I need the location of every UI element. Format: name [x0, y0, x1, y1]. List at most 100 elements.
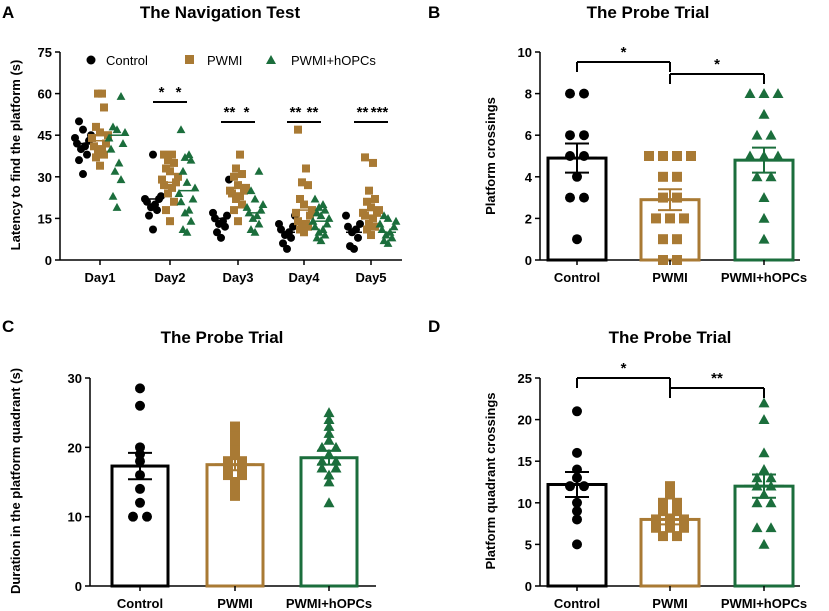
panel-a-point-Day2-PWMI-4 [168, 183, 176, 192]
panel-b-point-PWMI+hOPCs-10 [758, 108, 770, 119]
panel-a-point-Day1-Control-7 [71, 133, 79, 142]
panel-a-point-Day2-PWMI-13 [168, 150, 176, 159]
panel-a-ytick-label-45: 45 [38, 128, 52, 143]
panel-a-point-Day2-PWMI+hOPCs-11 [186, 155, 196, 164]
panel-a-point-Day3-PWMI+hOPCs-11 [254, 166, 264, 175]
panel-a-point-Day4-PWMI+hOPCs-4 [318, 225, 328, 234]
panel-b-ytick-label-0: 0 [525, 253, 532, 268]
panel-a-point-Day1-Control-2 [83, 150, 91, 159]
panel-d-point-PWMI-5 [651, 514, 661, 525]
panel-d-point-PWMI-0 [658, 531, 668, 542]
panel-b-point-PWMI-3 [672, 234, 682, 245]
panel-a-point-Day2-Control-0 [149, 225, 157, 234]
panel-b-point-PWMI-10 [672, 171, 682, 182]
panel-a-sig-Day2-1-label: * [176, 84, 182, 101]
panel-a-point-Day4-PWMI+hOPCs-3 [314, 227, 324, 236]
panel-d-point-PWMI+hOPCs-9 [765, 472, 777, 483]
panel-a-point-Day4-PWMI-5 [294, 217, 302, 226]
panel-c-point-PWMI-7 [223, 456, 233, 467]
panel-b-point-PWMI+hOPCs-3 [751, 171, 763, 182]
panel-b-point-PWMI+hOPCs-7 [772, 150, 784, 161]
panel-a-point-Day5-Control-6 [356, 219, 364, 228]
panel-a-point-Day1-Control-4 [81, 142, 89, 151]
panel-d-point-Control-0 [572, 539, 582, 550]
panel-a-point-Day2-PWMI+hOPCs-0 [182, 227, 192, 236]
panel-a-point-Day5-PWMI-1 [363, 225, 371, 234]
panel-a-point-Day4-PWMI+hOPCs-13 [318, 200, 328, 209]
panel-c-point-PWMI-6 [237, 463, 247, 474]
panel-c-title: The Probe Trial [161, 328, 284, 347]
panel-a-point-Day4-PWMI+hOPCs-14 [310, 194, 320, 203]
legend-hopcs-label: PWMI+hOPCs [291, 53, 376, 68]
panel-a-point-Day5-PWMI-13 [369, 158, 377, 167]
panel-a-point-Day4-PWMI-9 [300, 200, 308, 209]
panel-a-point-Day5-PWMI+hOPCs-3 [381, 230, 391, 239]
panel-a-point-Day4-PWMI+hOPCs-2 [320, 230, 330, 239]
panel-a-point-Day4-PWMI+hOPCs-9 [316, 211, 326, 220]
panel-a-point-Day1-PWMI+hOPCs-5 [106, 144, 116, 153]
panel-a-point-Day1-PWMI-9 [96, 128, 104, 137]
panel-a-point-Day3-PWMI+hOPCs-1 [246, 225, 256, 234]
panel-a-point-Day5-PWMI+hOPCs-8 [391, 216, 401, 225]
panel-a-point-Day4-Control-7 [275, 219, 283, 228]
panel-a-point-Day2-PWMI+hOPCs-14 [176, 125, 186, 134]
panel-a-point-Day5-PWMI+hOPCs-0 [383, 238, 393, 247]
panel-a-point-Day2-PWMI+hOPCs-3 [180, 208, 190, 217]
panel-a-point-Day2-PWMI-1 [162, 206, 170, 215]
panel-a-point-Day3-PWMI-12 [232, 164, 240, 173]
panel-b-point-PWMI+hOPCs-6 [758, 150, 770, 161]
panel-c-ytick-label-30: 30 [68, 371, 82, 386]
panel-b-ytick-label-6: 6 [525, 128, 532, 143]
panel-a-point-Day3-PWMI+hOPCs-7 [242, 202, 252, 211]
panel-d-xtick-label-Control: Control [554, 596, 600, 611]
panel-letter-a: A [2, 3, 14, 22]
panel-a-point-Day3-PWMI-10 [230, 172, 238, 181]
panel-a-point-Day1-PWMI-1 [92, 153, 100, 162]
panel-b-point-PWMI+hOPCs-5 [744, 150, 756, 161]
panel-a-point-Day3-PWMI-8 [242, 183, 250, 192]
panel-a-point-Day1-Control-10 [75, 117, 83, 126]
panel-c-point-Control-0 [128, 511, 138, 522]
panel-d-ytick-label-25: 25 [518, 371, 532, 386]
panel-d-point-PWMI+hOPCs-4 [765, 497, 777, 508]
panel-c-ytick-label-10: 10 [68, 510, 82, 525]
panel-a-point-Day4-PWMI+hOPCs-5 [310, 222, 320, 231]
panel-a-point-Day1-Control-1 [75, 156, 83, 165]
panel-a-point-Day5-PWMI-9 [367, 203, 375, 212]
panel-a-point-Day4-Control-0 [283, 244, 291, 253]
panel-d-point-PWMI-10 [658, 497, 668, 508]
panel-a-point-Day3-PWMI+hOPCs-6 [256, 205, 266, 214]
panel-a-point-Day2-Control-9 [149, 150, 157, 159]
legend-hopcs-marker [266, 55, 276, 64]
panel-a-point-Day2-PWMI-10 [162, 164, 170, 173]
panel-a-sig-Day4-4-label: ** [290, 104, 302, 121]
panel-a-point-Day3-Control-7 [209, 208, 217, 217]
panel-a-point-Day2-PWMI-14 [160, 150, 168, 159]
panel-d-title: The Probe Trial [609, 328, 732, 347]
panel-b-point-Control-4 [565, 151, 575, 161]
panel-a-point-Day3-PWMI-7 [226, 186, 234, 195]
panel-a-point-Day2-PWMI-8 [174, 172, 182, 181]
panel-a-point-Day5-PWMI+hOPCs-1 [379, 236, 389, 245]
panel-a-point-Day4-PWMI-7 [292, 208, 300, 217]
panel-a-point-Day4-PWMI+hOPCs-0 [316, 236, 326, 245]
panel-a-point-Day5-PWMI+hOPCs-6 [389, 222, 399, 231]
panel-a-ytick-label-75: 75 [38, 45, 52, 60]
panel-a-point-Day1-PWMI-0 [96, 161, 104, 170]
panel-b-ytick-label-10: 10 [518, 45, 532, 60]
panel-a-point-Day5-PWMI-12 [365, 186, 373, 195]
panel-a-ylabel: Latency to find the platform (s) [8, 60, 23, 251]
panel-b-point-PWMI-7 [658, 192, 668, 203]
panel-a-point-Day4-PWMI-11 [304, 181, 312, 190]
panel-a-point-Day4-PWMI-6 [306, 211, 314, 220]
panel-c-point-PWMI+hOPCs-14 [323, 407, 335, 418]
panel-a-point-Day3-PWMI-0 [234, 217, 242, 226]
panel-a-point-Day2-Control-1 [145, 211, 153, 220]
panel-a-ytick-label-0: 0 [45, 253, 52, 268]
panel-b-point-Control-7 [579, 130, 589, 141]
panel-b-point-Control-6 [565, 130, 575, 141]
panel-c-point-PWMI-10 [230, 442, 240, 453]
panel-c-point-Control-3 [135, 483, 145, 494]
panel-a-point-Day5-PWMI-3 [365, 219, 373, 228]
panel-d-xtick-label-PWMI: PWMI [652, 596, 687, 611]
